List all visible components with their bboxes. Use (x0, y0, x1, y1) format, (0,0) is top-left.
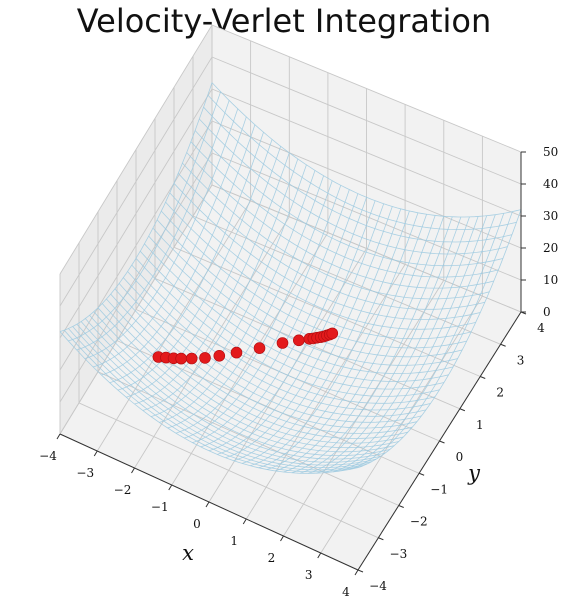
x-tick-mark (317, 552, 322, 559)
z-tick-label: 20 (543, 241, 558, 255)
y-tick-mark (500, 343, 506, 347)
x-tick-label: 3 (305, 568, 313, 582)
y-tick-label: −3 (390, 547, 408, 561)
x-tick-mark (205, 501, 210, 508)
x-tick-mark (56, 433, 61, 440)
y-tick-mark (480, 376, 486, 379)
z-tick-label: 10 (543, 273, 558, 287)
y-tick-mark (357, 569, 364, 573)
trajectory-point (292, 334, 305, 347)
z-tick-label: 0 (543, 305, 551, 319)
x-tick-mark (354, 569, 359, 576)
trajectory-point (253, 342, 266, 354)
y-tick-mark (439, 440, 445, 444)
axis-labels: x y (182, 461, 481, 565)
y-tick-label: −4 (369, 579, 387, 593)
y-axis-label: y (467, 461, 481, 485)
surface-line-x (349, 211, 513, 470)
x-tick-label: −1 (151, 500, 169, 514)
z-tick-label: 50 (543, 145, 558, 159)
x-tick-label: −3 (76, 466, 94, 480)
x-tick-label: 1 (230, 534, 238, 548)
grid-line-z (59, 88, 522, 339)
y-tick-mark (418, 472, 425, 476)
trajectory-point (185, 352, 198, 365)
y-tick-label: 2 (496, 386, 504, 400)
y-tick-label: 3 (517, 353, 525, 367)
chart-title: Velocity-Verlet Integration (76, 2, 492, 40)
surface-line-x (341, 213, 505, 472)
surface-line-y (199, 118, 508, 255)
y-tick-label: 0 (456, 450, 464, 464)
x-tick-label: 0 (193, 517, 201, 531)
trajectory-point (276, 337, 289, 349)
y-tick-label: −2 (410, 515, 428, 529)
surface-line-y (207, 94, 517, 231)
surface-line-y (190, 141, 499, 278)
x-tick-label: 4 (342, 585, 350, 599)
x-tick-label: −4 (39, 449, 57, 463)
x-tick-mark (168, 484, 173, 491)
surface-wireframe (59, 82, 522, 474)
surface-line-x (316, 216, 479, 474)
grid-line-z (59, 24, 522, 275)
y-tick-label: 4 (537, 321, 545, 335)
surface-line-x (357, 209, 522, 468)
x-tick-mark (242, 518, 247, 525)
surface-line-y (194, 130, 503, 267)
surface-line-y (211, 82, 522, 218)
y-tick-mark (378, 537, 384, 541)
grid-line-z (59, 184, 522, 435)
x-tick-mark (280, 535, 284, 542)
grid-lines (59, 24, 522, 571)
trajectory-points (152, 327, 339, 365)
trajectory-point (213, 349, 226, 362)
x-axis-label: x (182, 541, 194, 565)
trajectory-point (199, 352, 211, 364)
y-tick-label: −1 (430, 482, 448, 496)
surface-line-y (203, 106, 512, 243)
x-tick-mark (131, 467, 135, 474)
surface-line-x (333, 214, 496, 473)
z-tick-label: 40 (543, 177, 558, 191)
trajectory-point (230, 346, 243, 359)
y-tick-mark (459, 408, 466, 412)
x-tick-label: −2 (114, 483, 132, 497)
grid-line-z (59, 56, 522, 307)
trajectory-point (175, 352, 187, 365)
z-tick-label: 30 (543, 209, 558, 223)
floor-pane (60, 185, 521, 570)
surface-line-x (324, 215, 488, 474)
y-tick-label: 1 (476, 418, 484, 432)
grid-line-z (59, 120, 522, 371)
trajectory-point (326, 327, 339, 340)
x-tick-label: 2 (268, 551, 276, 565)
x-tick-mark (93, 450, 98, 457)
y-tick-mark (398, 505, 404, 508)
surface-line-y (186, 152, 494, 289)
